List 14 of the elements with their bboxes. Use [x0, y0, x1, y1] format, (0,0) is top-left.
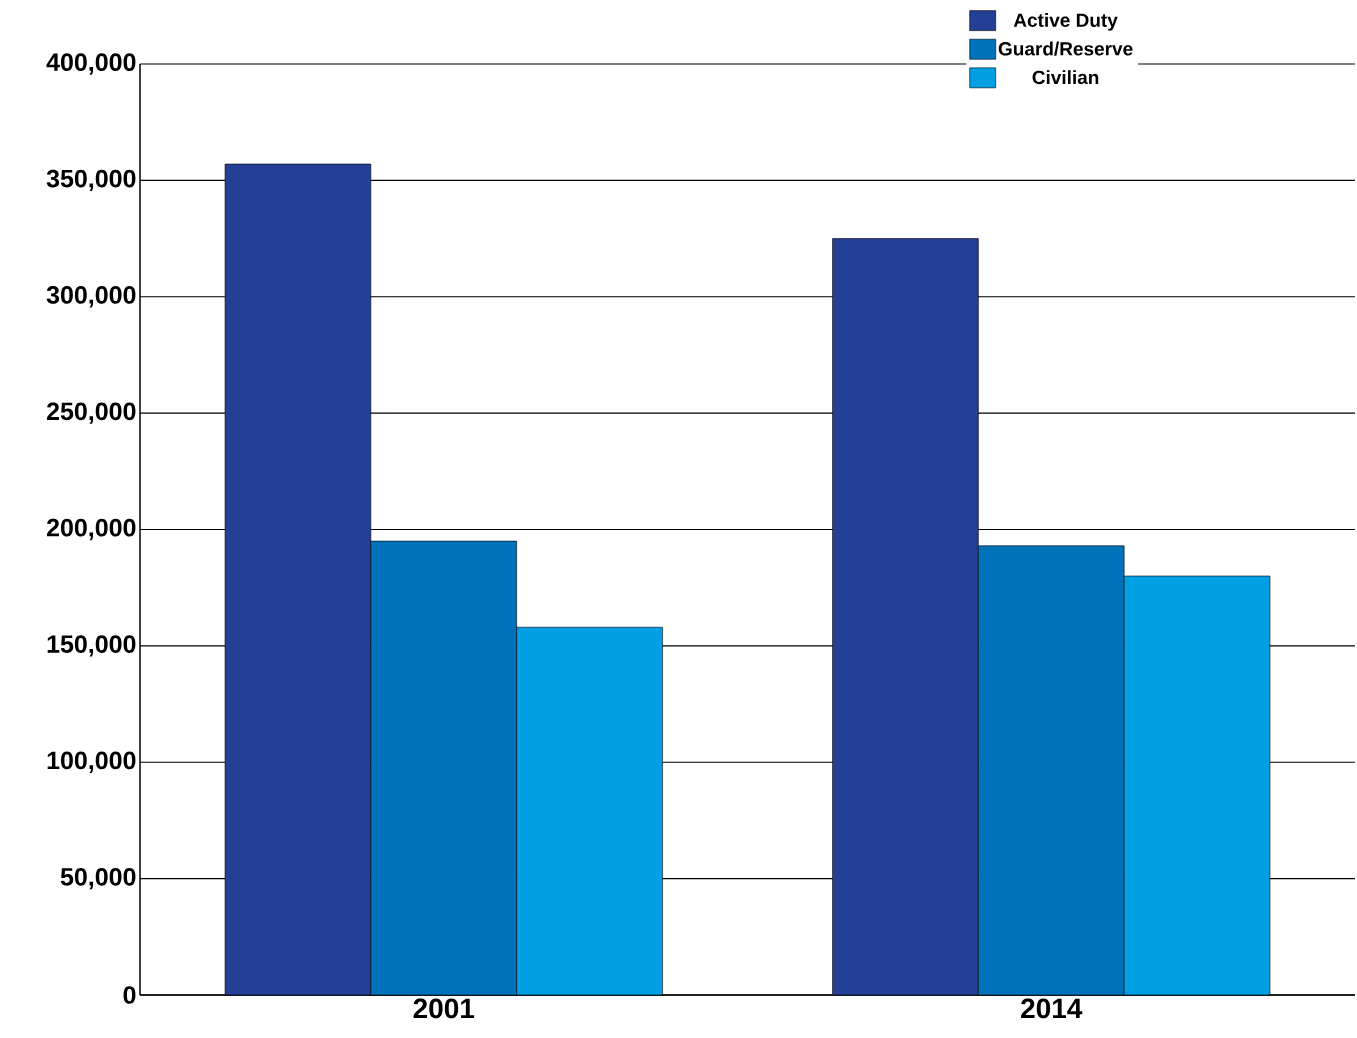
y-tick-label: 250,000 [46, 402, 136, 424]
y-tick-label: 400,000 [46, 53, 136, 75]
y-tick-label: 350,000 [46, 169, 136, 192]
y-tick-label: 50,000 [60, 867, 136, 890]
legend-label: Active Duty [1013, 12, 1118, 31]
y-tick-label: 200,000 [46, 518, 136, 541]
y-tick-label: 0 [123, 986, 136, 1004]
legend-label: Civilian [1032, 70, 1099, 85]
x-tick-label: 2014 [1021, 998, 1083, 1019]
y-tick-label: 100,000 [47, 751, 136, 773]
y-tick-label: 300,000 [46, 286, 136, 308]
legend-label: Guard/Reserve [998, 41, 1133, 56]
x-tick-label: 2001 [413, 998, 475, 1019]
y-tick-label: 150,000 [47, 635, 136, 657]
